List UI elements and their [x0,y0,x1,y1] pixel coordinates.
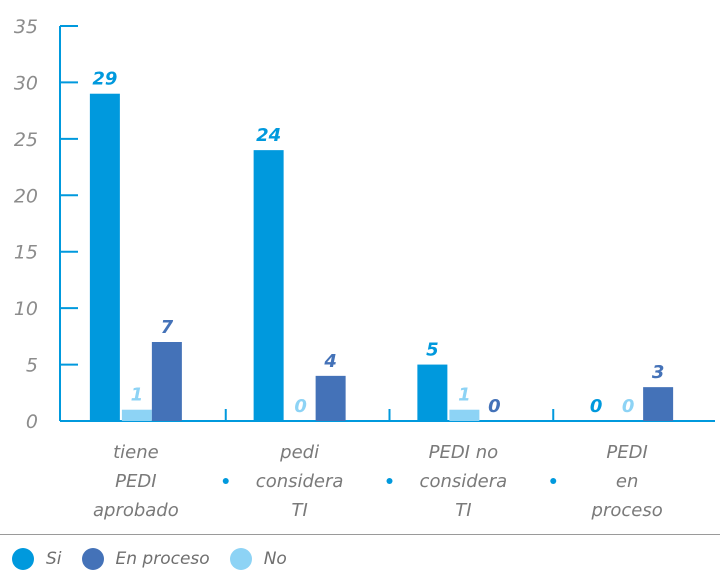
data-label-si: 24 [256,125,281,146]
legend-swatch-en-proceso [81,548,104,570]
category-separator-dot [550,478,557,484]
category-label: considera [420,471,508,492]
category-label: aprobado [93,500,179,521]
data-label-si: 0 [590,396,603,417]
y-tick-label: 5 [26,355,38,377]
bar-si [89,93,120,421]
bar-si [253,150,284,421]
data-label-en-proceso: 3 [652,362,665,383]
data-label-en-proceso: 0 [488,396,501,417]
y-tick-label: 25 [14,129,38,151]
y-tick-label: 0 [26,411,38,433]
category-label: PEDI no [429,442,499,463]
category-label: PEDI [606,442,647,463]
category-labels: tiene PEDI aprobado pedi considera TI PEDI no c… [93,442,663,521]
data-label-no: 0 [294,396,307,417]
data-label-en-proceso: 7 [161,317,174,338]
bar-si [417,364,448,421]
category-separator-dot [386,478,393,484]
category-label: tiene [113,442,159,463]
y-tick-label: 35 [14,16,38,38]
category-label: considera [256,471,344,492]
category-label: proceso [591,500,663,521]
data-label-si: 5 [426,340,439,361]
legend-item-no: No [229,548,287,570]
bar-en-proceso [315,375,346,421]
category-label: en [616,471,638,492]
category-separator-dot [222,478,229,484]
category-label: PEDI [115,471,156,492]
legend-item-si: Si [12,548,62,570]
legend-item-en-proceso: En proceso [81,548,210,570]
y-axis: 0 5 10 15 20 25 30 35 [14,16,78,433]
legend: Si En proceso No [12,548,307,570]
bar-en-proceso [151,342,182,421]
legend-swatch-si [12,548,34,570]
bar-no [121,409,152,421]
legend-swatch-no [229,548,252,570]
data-label-no: 1 [458,385,471,406]
y-tick-label: 20 [14,185,38,207]
bar-no [449,409,480,421]
legend-label-no: No [263,549,287,569]
data-label-no: 1 [131,385,144,406]
category-label: TI [455,500,471,521]
data-label-si: 29 [92,69,117,90]
y-tick-label: 30 [14,72,38,94]
y-tick-label: 10 [14,298,38,320]
data-label-en-proceso: 4 [323,351,337,372]
y-tick-label: 15 [14,242,38,264]
legend-label-en-proceso: En proceso [115,549,210,569]
bar-en-proceso [643,387,674,421]
data-label-no: 0 [622,396,635,417]
bars [89,93,674,421]
legend-label-si: Si [46,549,62,569]
category-label: TI [291,500,307,521]
legend-divider [0,534,720,535]
category-label: pedi [279,442,319,463]
